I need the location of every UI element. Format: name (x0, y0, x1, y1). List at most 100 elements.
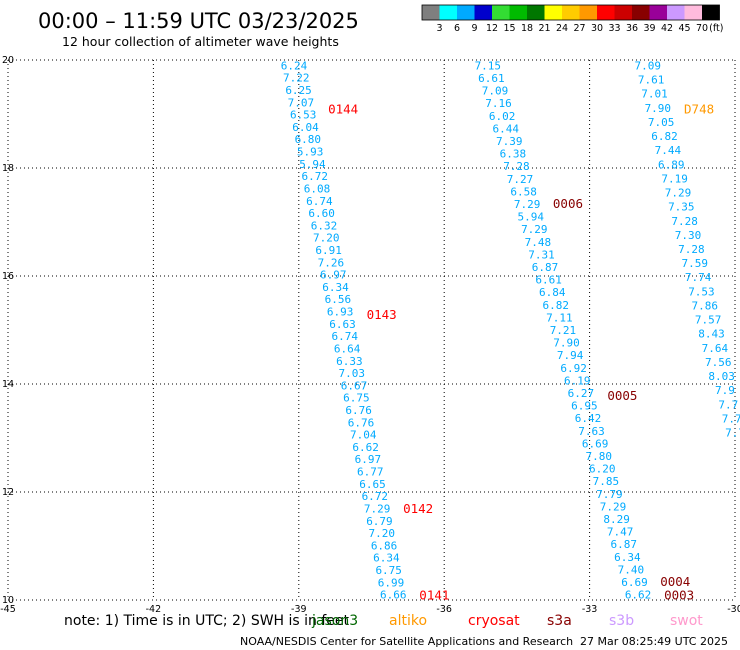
wave-height-value: 6.25 (285, 84, 312, 97)
y-tick-label: 16 (2, 271, 14, 282)
colorbar-swatch (579, 5, 597, 20)
pass-label: 0143 (367, 307, 397, 322)
wave-height-value: 6.95 (571, 400, 598, 413)
wave-height-value: 6.08 (304, 182, 331, 195)
y-tick-label: 10 (2, 595, 14, 606)
colorbar-tick-label: 24 (556, 23, 568, 34)
colorbar-swatch (457, 5, 475, 20)
colorbar-swatch (702, 5, 720, 20)
wave-height-value: 6.72 (362, 490, 389, 503)
colorbar-border (421, 4, 720, 21)
wave-height-value: 7.29 (665, 187, 692, 200)
pass-label: 0142 (403, 501, 433, 516)
wave-height-value: 6.87 (611, 538, 638, 551)
wave-height-value: 5.94 (299, 158, 326, 171)
chart-subtitle: 12 hour collection of altimeter wave hei… (62, 34, 339, 49)
wave-height-value: 6.38 (500, 148, 527, 161)
wave-height-value: 6.89 (658, 158, 685, 171)
wave-height-value: 7.09 (482, 85, 509, 98)
wave-height-value: 8.43 (698, 328, 725, 341)
wave-height-value: 6.32 (311, 219, 338, 232)
pass-label: D748 (684, 102, 714, 117)
colorbar-swatch (649, 5, 667, 20)
wave-height-value: 7.56 (705, 356, 732, 369)
colorbar-tick-label: 42 (661, 23, 673, 34)
wave-height-value: 7.20 (313, 232, 340, 245)
wave-height-value: 7.28 (503, 160, 530, 173)
colorbar: 3 6 9 12 15 18 21 24 27 30 33 36 39 42 45 70 (ft) (421, 4, 724, 34)
pass-label: 0005 (607, 388, 637, 403)
wave-height-value: 6.97 (320, 269, 347, 282)
wave-height-value: 6.79 (366, 515, 393, 528)
wave-height-value: 8.29 (603, 513, 630, 526)
footer-credit: NOAA/NESDIS Center for Satellite Applica… (240, 635, 573, 648)
wave-height-value: 7.63 (578, 425, 605, 438)
wave-height-value: 7.27 (507, 173, 534, 186)
y-tick-label: 14 (2, 379, 14, 390)
wave-height-value: 7.03 (338, 367, 365, 380)
wave-height-value: 6.34 (373, 552, 400, 565)
wave-height-value: 7.74 (685, 271, 712, 284)
wave-height-value: 6.76 (348, 416, 375, 429)
chart-title: 00:00 – 11:59 UTC 03/23/2025 (38, 9, 359, 33)
wave-height-value: 7.04 (350, 429, 377, 442)
wave-height-value: 6.65 (359, 478, 386, 491)
wave-height-value: 7.29 (514, 198, 541, 211)
wave-height-value: 7.79 (596, 488, 623, 501)
wave-height-value: 6.02 (489, 110, 516, 123)
colorbar-swatch (684, 5, 702, 20)
wave-height-value: 6.82 (651, 130, 678, 143)
wave-height-value: 7.61 (638, 74, 665, 87)
x-tick-label: -39 (291, 604, 307, 615)
colorbar-swatch (492, 5, 510, 20)
wave-height-value: 7.35 (668, 201, 695, 214)
footer-timestamp: 27 Mar 08:25:49 UTC 2025 (580, 635, 728, 648)
wave-height-value: 7.94 (557, 349, 584, 362)
wave-height-value: 7.64 (702, 342, 729, 355)
wave-height-value: 6.58 (510, 185, 537, 198)
colorbar-tick-label: 36 (626, 23, 638, 34)
wave-height-value: 7.19 (661, 172, 688, 185)
x-tick-label: -42 (146, 604, 162, 615)
colorbar-tick-label: 12 (486, 23, 498, 34)
wave-height-value: 6.44 (492, 122, 519, 135)
colorbar-tick-label: 39 (643, 23, 655, 34)
plot-marks: 6.247.226.257.076.536.046.805.935.946.72… (281, 59, 740, 602)
wave-height-value: 6.60 (308, 207, 335, 220)
colorbar-tick-label: 3 (436, 23, 442, 34)
wave-height-value: 6.53 (290, 109, 317, 122)
wave-height-value: 7.07 (288, 96, 315, 109)
wave-height-value: 6.93 (327, 306, 354, 319)
wave-height-value: 6.04 (292, 121, 319, 134)
wave-height-value: 6.75 (375, 564, 402, 577)
colorbar-swatch (509, 5, 527, 20)
wave-height-value: 8.03 (708, 370, 735, 383)
wave-height-value: 7.7 (725, 427, 740, 440)
wave-height-value: 6.87 (532, 261, 559, 274)
satellite-legend: jason3 altiko cryosat s3a s3b swot (311, 613, 703, 629)
wave-height-value: 7.09 (635, 59, 662, 72)
wave-height-value: 7.86 (692, 299, 719, 312)
wave-height-value: 7.28 (671, 215, 698, 228)
colorbar-tick-label: 15 (503, 23, 515, 34)
legend-entry: altiko (389, 613, 427, 629)
wave-height-value: 6.61 (535, 274, 562, 287)
wave-height-value: 7.28 (678, 243, 705, 256)
wave-height-value: 6.63 (329, 318, 356, 331)
wave-height-value: 7.47 (607, 526, 634, 539)
wave-height-value: 6.74 (332, 330, 359, 343)
colorbar-swatch (439, 5, 457, 20)
pass-label: 0144 (328, 102, 358, 117)
wave-height-value: 6.69 (621, 576, 648, 589)
pass-label: 0141 (419, 588, 449, 603)
wave-height-value: 6.74 (306, 195, 333, 208)
wave-height-value: 7.39 (496, 135, 523, 148)
wave-height-value: 7.21 (550, 324, 577, 337)
colorbar-tick-label: 9 (471, 23, 477, 34)
x-tick-label: -30 (727, 604, 740, 615)
wave-height-value: 6.62 (625, 589, 652, 602)
wave-height-value: 7.29 (600, 500, 627, 513)
wave-height-value: 6.91 (315, 244, 342, 257)
wave-height-value: 7.11 (546, 311, 573, 324)
y-tick-label: 18 (2, 163, 14, 174)
